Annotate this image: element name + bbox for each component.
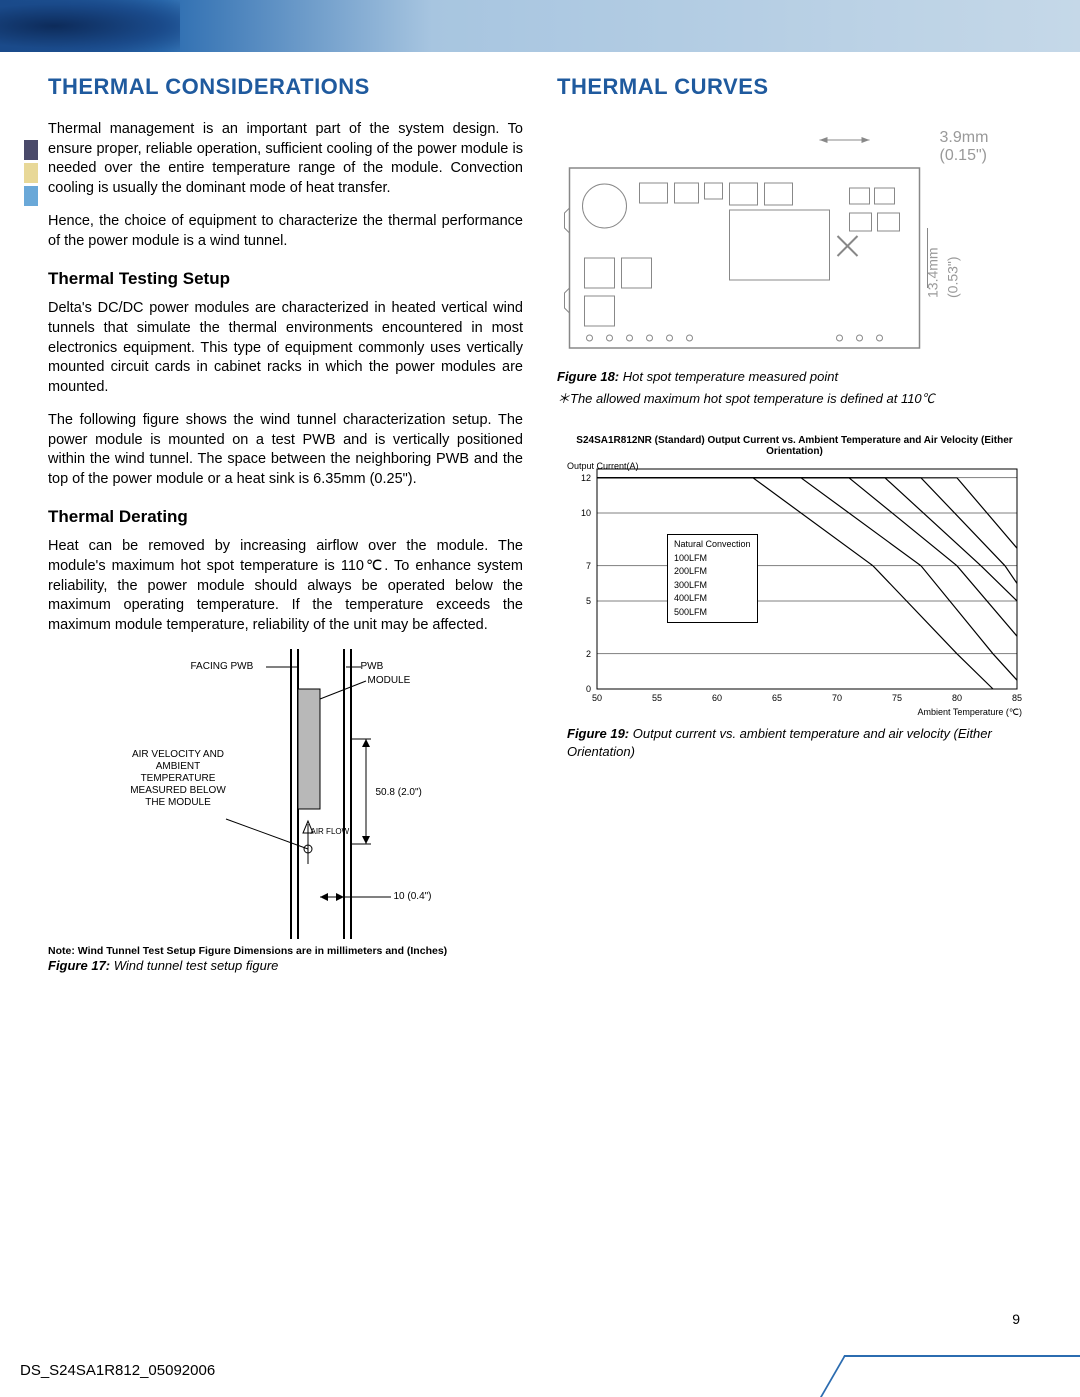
svg-text:12: 12	[581, 473, 591, 483]
svg-text:80: 80	[952, 693, 962, 703]
svg-text:50: 50	[592, 693, 602, 703]
page-number: 9	[1012, 1311, 1020, 1327]
label-airflow: AIR FLOW	[311, 827, 350, 837]
intro-p1: Thermal management is an important part …	[48, 120, 523, 198]
fig19-label: Figure 19:	[567, 726, 629, 741]
sub1-p2: The following figure shows the wind tunn…	[48, 411, 523, 489]
intro-p2: Hence, the choice of equipment to charac…	[48, 212, 523, 251]
footer-doc-id: DS_S24SA1R812_05092006	[20, 1362, 215, 1379]
fig19-text: Output current vs. ambient temperature a…	[567, 726, 992, 759]
svg-text:70: 70	[832, 693, 842, 703]
sub-testing-setup: Thermal Testing Setup	[48, 269, 523, 289]
fig18-caption: Figure 18: Hot spot temperature measured…	[557, 368, 1032, 386]
svg-text:65: 65	[772, 693, 782, 703]
dim-h: 13.4mm	[925, 247, 941, 298]
dim-w: 3.9mm	[940, 129, 989, 146]
fig19-caption: Figure 19: Output current vs. ambient te…	[557, 725, 1032, 761]
sub-derating: Thermal Derating	[48, 507, 523, 527]
svg-text:55: 55	[652, 693, 662, 703]
svg-text:Output Current(A): Output Current(A)	[567, 461, 639, 471]
legend-item: 400LFM	[674, 592, 751, 606]
pcb-figure: 3.9mm (0.15")	[557, 128, 1032, 358]
legend-item: 500LFM	[674, 606, 751, 620]
chart-svg: 0 2 5 7 10 12 50 55 60 65 70 75 80 85 Output Current(A…	[557, 459, 1027, 719]
tab-2	[24, 163, 38, 183]
section-title-right: THERMAL CURVES	[557, 74, 1032, 100]
svg-text:85: 85	[1012, 693, 1022, 703]
tab-1	[24, 140, 38, 160]
svg-text:5: 5	[586, 596, 591, 606]
fig17-text: Wind tunnel test setup figure	[110, 958, 278, 973]
svg-text:60: 60	[712, 693, 722, 703]
chart-legend: Natural Convection100LFM200LFM300LFM400L…	[667, 534, 758, 623]
sub2-p1: Heat can be removed by increasing airflo…	[48, 537, 523, 635]
svg-text:2: 2	[586, 649, 591, 659]
legend-item: 300LFM	[674, 579, 751, 593]
dim-height: 50.8 (2.0")	[376, 787, 422, 799]
right-column: THERMAL CURVES 3.9mm (0.15")	[557, 74, 1032, 975]
header-banner	[0, 0, 1080, 52]
label-air-measured: AIR VELOCITY AND AMBIENT TEMPERATURE MEA…	[126, 749, 231, 809]
dim-gap: 10 (0.4")	[394, 891, 432, 903]
legend-item: 100LFM	[674, 552, 751, 566]
legend-item: Natural Convection	[674, 538, 751, 552]
svg-text:7: 7	[586, 561, 591, 571]
dim-h-in: (0.53")	[945, 256, 961, 298]
svg-text:Ambient Temperature (℃): Ambient Temperature (℃)	[918, 707, 1022, 717]
wind-tunnel-note: Note: Wind Tunnel Test Setup Figure Dime…	[48, 945, 523, 957]
left-column: THERMAL CONSIDERATIONS Thermal managemen…	[48, 74, 523, 975]
derating-chart: S24SA1R812NR (Standard) Output Current v…	[557, 435, 1032, 719]
fig18-text: Hot spot temperature measured point	[619, 369, 838, 384]
corner-decoration	[820, 1355, 1080, 1397]
fig17-caption: Figure 17: Wind tunnel test setup figure	[48, 957, 523, 975]
legend-item: 200LFM	[674, 565, 751, 579]
fig18-note: ＊The allowed maximum hot spot temperatur…	[557, 388, 1032, 407]
label-facing-pwb: FACING PWB	[191, 661, 254, 673]
chart-title: S24SA1R812NR (Standard) Output Current v…	[557, 435, 1032, 457]
tab-3	[24, 186, 38, 206]
label-pwb: PWB	[361, 661, 384, 673]
side-tabs	[24, 140, 38, 209]
dim-w-in: (0.15")	[940, 147, 987, 164]
label-module: MODULE	[368, 675, 411, 687]
svg-text:10: 10	[581, 508, 591, 518]
fig18-label: Figure 18:	[557, 369, 619, 384]
fig17-label: Figure 17:	[48, 958, 110, 973]
svg-text:75: 75	[892, 693, 902, 703]
wind-tunnel-figure: FACING PWB PWB MODULE AIR VELOCITY AND A…	[96, 649, 476, 939]
svg-text:0: 0	[586, 684, 591, 694]
sub1-p1: Delta's DC/DC power modules are characte…	[48, 299, 523, 397]
section-title-left: THERMAL CONSIDERATIONS	[48, 74, 523, 100]
